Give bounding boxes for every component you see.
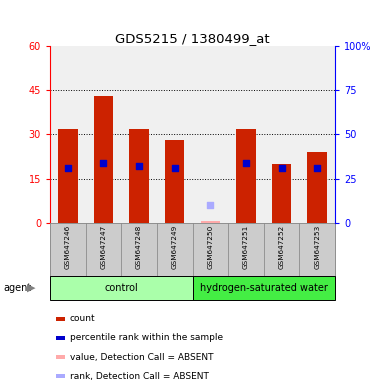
Bar [307,152,327,223]
Text: GSM647248: GSM647248 [136,224,142,268]
Bar [201,221,220,223]
Bar [192,223,228,276]
Bar [236,129,256,223]
Bar [56,336,65,340]
Text: value, Detection Call = ABSENT: value, Detection Call = ABSENT [70,353,213,362]
Bar [58,129,78,223]
Bar [56,355,65,359]
Bar [272,164,291,223]
Bar [56,316,65,321]
Text: GSM647250: GSM647250 [207,224,213,268]
Bar [300,223,335,276]
Bar [85,223,121,276]
Text: ▶: ▶ [27,283,35,293]
Title: GDS5215 / 1380499_at: GDS5215 / 1380499_at [115,32,270,45]
Point [100,160,107,166]
Text: percentile rank within the sample: percentile rank within the sample [70,333,223,343]
Bar [192,276,335,300]
Text: GSM647253: GSM647253 [314,224,320,268]
Text: GSM647247: GSM647247 [100,224,107,268]
Text: GSM647249: GSM647249 [172,224,178,268]
Text: GSM647252: GSM647252 [278,224,285,268]
Point [207,202,213,208]
Point [278,165,285,171]
Point [172,165,178,171]
Text: GSM647251: GSM647251 [243,224,249,268]
Bar [157,223,192,276]
Point [243,160,249,166]
Bar [50,223,85,276]
Point [136,163,142,169]
Text: rank, Detection Call = ABSENT: rank, Detection Call = ABSENT [70,372,208,381]
Text: count: count [70,314,95,323]
Point [314,165,320,171]
Bar [165,140,184,223]
Bar [94,96,113,223]
Text: agent: agent [4,283,32,293]
Text: GSM647246: GSM647246 [65,224,71,268]
Bar [50,276,192,300]
Bar [129,129,149,223]
Text: hydrogen-saturated water: hydrogen-saturated water [200,283,328,293]
Bar [50,223,335,276]
Text: control: control [104,283,138,293]
Bar [121,223,157,276]
Point [65,165,71,171]
Bar [264,223,300,276]
Bar [56,374,65,379]
Bar [228,223,264,276]
